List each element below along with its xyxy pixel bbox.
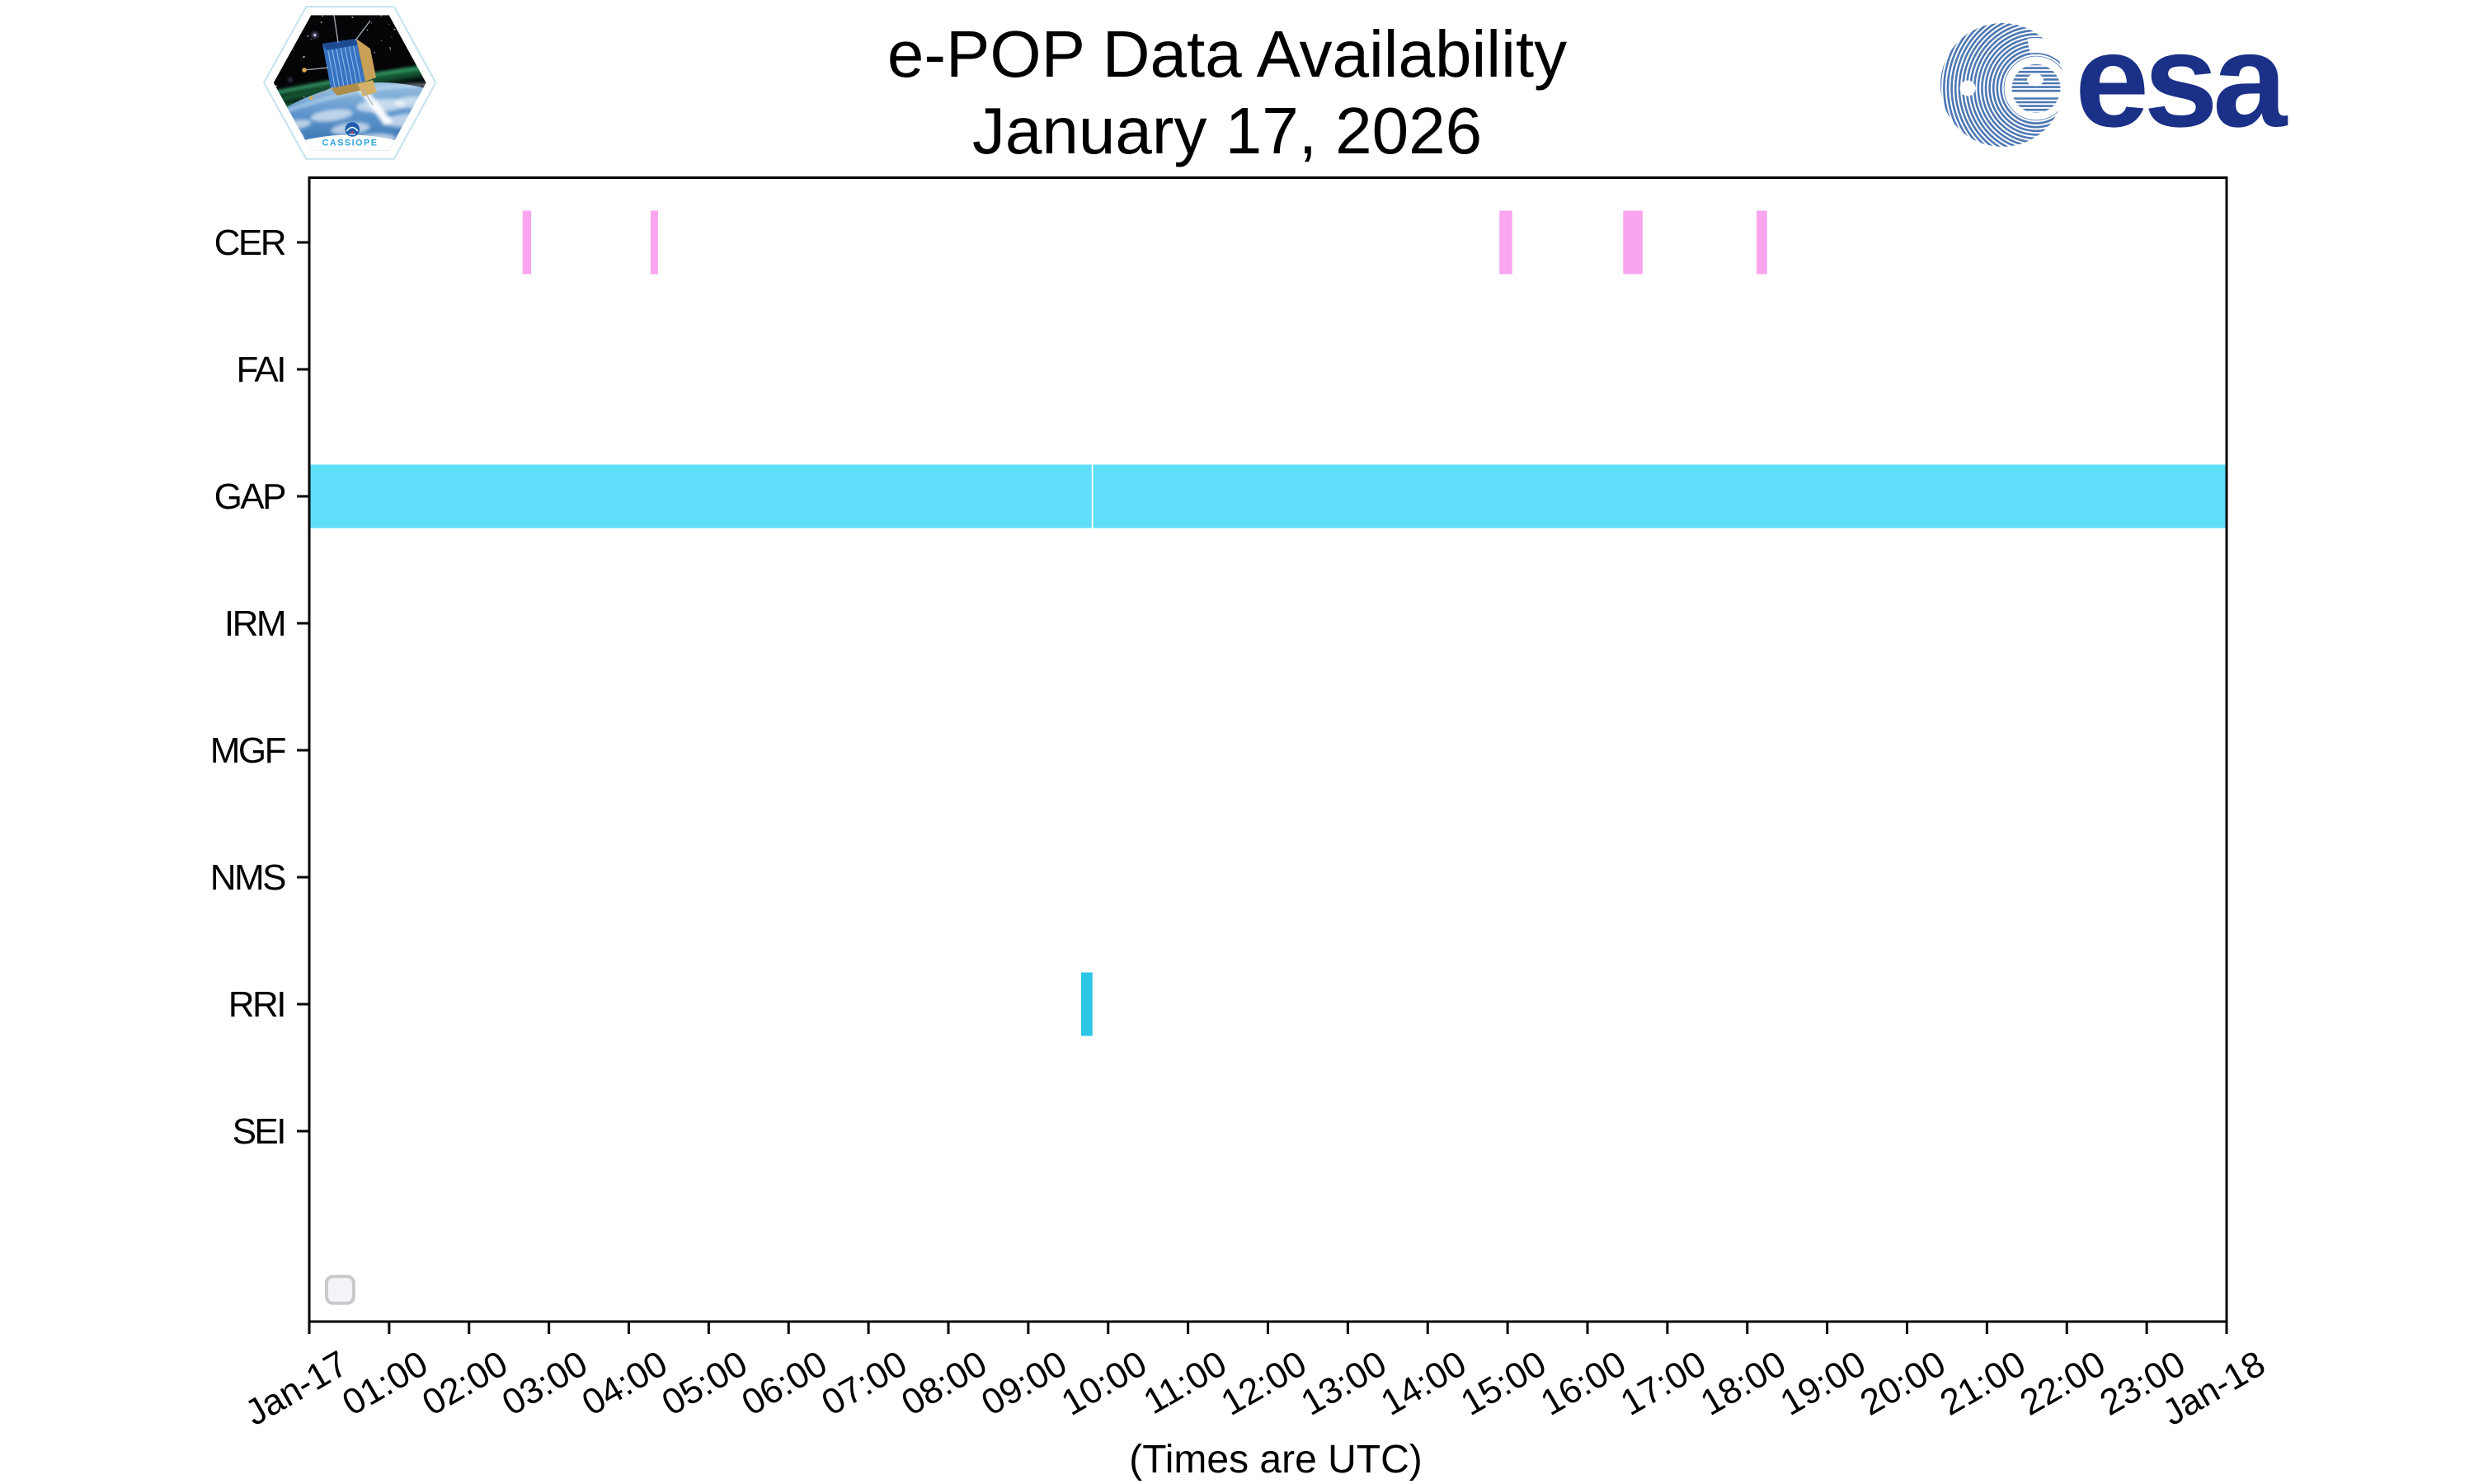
svg-text:CASSIOPE: CASSIOPE — [322, 139, 379, 148]
svg-text:January 17, 2026: January 17, 2026 — [972, 94, 1482, 167]
svg-text:GAP: GAP — [214, 477, 286, 517]
svg-text:esa: esa — [2075, 6, 2288, 155]
svg-text:MGF: MGF — [210, 730, 286, 771]
svg-text:RRI: RRI — [228, 984, 285, 1025]
svg-text:IRM: IRM — [224, 603, 285, 644]
svg-text:SEI: SEI — [233, 1111, 285, 1152]
svg-text:NMS: NMS — [210, 857, 285, 898]
svg-text:(Times are UTC): (Times are UTC) — [1129, 1438, 1423, 1482]
svg-text:CER: CER — [214, 223, 285, 263]
svg-text:e-POP Data Availability: e-POP Data Availability — [887, 17, 1567, 91]
svg-text:FAI: FAI — [236, 350, 285, 390]
